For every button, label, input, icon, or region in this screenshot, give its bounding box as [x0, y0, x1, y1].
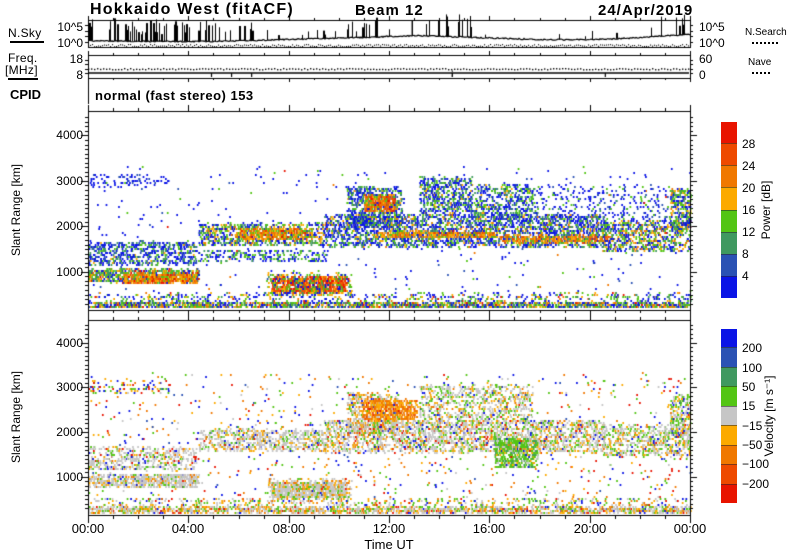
xtick-4: 16:00 — [472, 521, 506, 536]
velocity-ytick-1000: 1000 — [56, 470, 83, 484]
power-cbar-segment-6 — [721, 253, 737, 276]
velocity-ytick-4000: 4000 — [56, 336, 83, 350]
freq-left-tick-bottom: 8 — [76, 68, 83, 82]
power-ytick-4000: 4000 — [56, 128, 83, 142]
nsky-solid-line-legend — [10, 41, 44, 43]
power-cbar-label-8: 8 — [742, 247, 749, 261]
beam-label: Beam 12 — [355, 2, 424, 19]
freq-left-tick-top: 18 — [69, 52, 83, 66]
cpid-label: CPID — [10, 87, 42, 102]
power-cbar-segment-3 — [721, 187, 737, 210]
velocity-cbar-segment-5 — [721, 425, 737, 445]
velocity-cbar-segment-7 — [721, 464, 737, 484]
velocity-cbar-segment-2 — [721, 366, 737, 387]
velocity-cbar-label-15: 15 — [742, 399, 756, 414]
power-cbar-label-16: 16 — [742, 203, 756, 217]
velocity-cbar-label-−15: −15 — [742, 418, 763, 433]
velocity-cbar-label-200: 200 — [742, 341, 763, 356]
xtick-0: 00:00 — [71, 521, 105, 536]
nave-label: Nave — [748, 57, 772, 68]
xaxis-title: Time UT — [364, 537, 414, 552]
cpid-value: normal (fast stereo) 153 — [95, 88, 254, 103]
freq-solid-line-legend — [8, 78, 38, 80]
power-ytick-2000: 2000 — [56, 219, 83, 233]
freq-label-line2: [MHz] — [5, 63, 38, 77]
velocity-cbar-segment-0 — [721, 329, 737, 348]
nsky-right-tick-top: 10^5 — [699, 20, 725, 34]
velocity-ytick-3000: 3000 — [56, 380, 83, 394]
velocity-colorbar — [721, 329, 737, 503]
velocity-cbar-segment-4 — [721, 405, 737, 426]
power-cbar-segment-4 — [721, 209, 737, 232]
nsky-label: N.Sky — [8, 26, 42, 40]
power-cbar-segment-1 — [721, 143, 737, 166]
xtick-5: 20:00 — [573, 521, 607, 536]
power-cbar-segment-7 — [721, 275, 737, 298]
velocity-cbar-label-−100: −100 — [742, 457, 770, 472]
page-title: Hokkaido West (fitACF) — [90, 1, 294, 18]
velocity-cbar-segment-8 — [721, 483, 737, 503]
velocity-cbar-label-−50: −50 — [742, 438, 763, 452]
velocity-cbar-segment-3 — [721, 386, 737, 406]
power-cbar-segment-5 — [721, 231, 737, 254]
velocity-cbar-label-100: 100 — [742, 360, 763, 375]
velocity-cbar-label-−200: −200 — [742, 476, 770, 491]
power-cbar-label-12: 12 — [742, 225, 756, 239]
nsky-left-tick-bottom: 10^0 — [57, 36, 83, 50]
power-ytick-1000: 1000 — [56, 265, 83, 279]
nave-dotted-line-legend — [752, 72, 770, 74]
power-cbar-label-28: 28 — [742, 137, 756, 151]
nsearch-label: N.Search — [745, 27, 787, 38]
nsearch-dotted-line-legend — [752, 42, 778, 44]
power-cbar-label-4: 4 — [742, 269, 749, 283]
power-cbar-label-24: 24 — [742, 159, 756, 173]
freq-right-tick-top: 60 — [699, 52, 713, 66]
xtick-2: 08:00 — [272, 521, 306, 536]
power-ytick-3000: 3000 — [56, 174, 83, 188]
xtick-3: 12:00 — [372, 521, 406, 536]
power-cbar-segment-2 — [721, 165, 737, 188]
velocity-cbar-label-50: 50 — [742, 380, 756, 394]
power-colorbar — [721, 122, 737, 298]
power-cbar-segment-0 — [721, 122, 737, 144]
nsky-left-tick-top: 10^5 — [57, 20, 83, 34]
xtick-6: 00:00 — [673, 521, 707, 536]
velocity-ytick-2000: 2000 — [56, 425, 83, 439]
velocity-cbar-segment-1 — [721, 347, 737, 367]
nsky-right-tick-bottom: 10^0 — [699, 36, 725, 50]
xtick-1: 04:00 — [171, 521, 205, 536]
date-label: 24/Apr/2019 — [598, 2, 694, 19]
power-cbar-label-20: 20 — [742, 181, 756, 195]
freq-label-line1: Freq. — [8, 51, 38, 65]
velocity-cbar-segment-6 — [721, 444, 737, 465]
freq-right-tick-bottom: 0 — [699, 68, 706, 82]
